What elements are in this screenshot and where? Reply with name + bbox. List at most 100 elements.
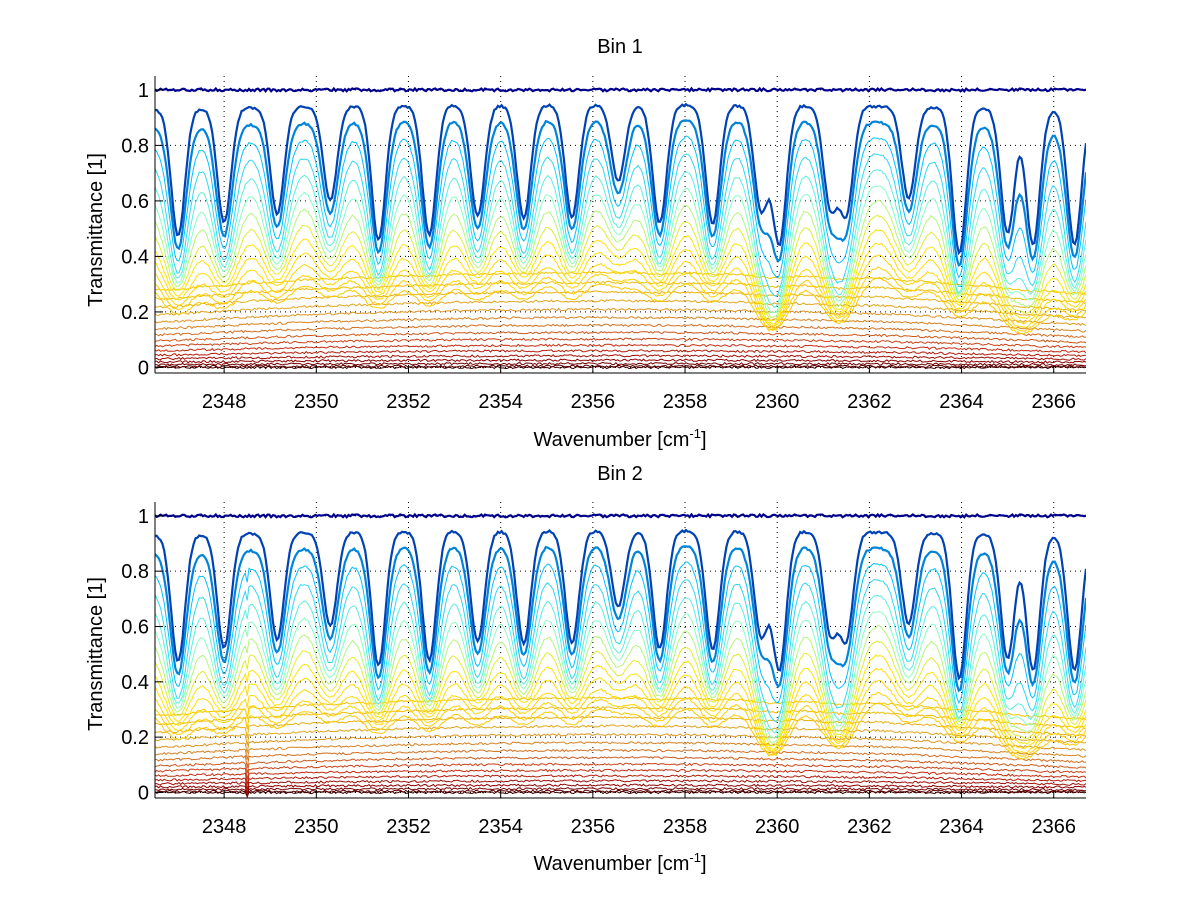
series-line <box>155 611 1086 739</box>
y-tick-label: 0 <box>138 782 149 804</box>
series-line <box>155 199 1086 319</box>
y-tick-label: 0.8 <box>121 561 149 583</box>
series-line <box>155 691 1086 757</box>
series-line <box>155 545 1086 693</box>
series-line <box>155 783 1086 797</box>
plot-area-bin-2: 2348 2350 2352 2354 2356 2358 2360 2362 2364 2366… <box>121 502 1086 838</box>
x-tick-label: 2354 <box>478 391 523 413</box>
series-line <box>155 280 1086 304</box>
series-line <box>155 330 1086 344</box>
x-axis-label-superscript: -1 <box>689 850 701 865</box>
series-line <box>155 625 1086 744</box>
series-group <box>155 512 1086 798</box>
series-line <box>155 789 1086 798</box>
series-line <box>155 307 1086 327</box>
x-axis-label-main: Wavenumber [cm <box>533 853 689 875</box>
series-line <box>155 654 1086 750</box>
series-line <box>155 102 1086 256</box>
x-axis-label-bin-2: Wavenumber [cm-1] <box>533 850 706 875</box>
series-line <box>155 254 1086 329</box>
x-axis-label-close: ] <box>701 429 707 451</box>
x-tick-label: 2350 <box>294 816 339 838</box>
series-line <box>155 228 1086 325</box>
series-line <box>155 679 1086 754</box>
series-line <box>155 135 1086 279</box>
x-tick-label: 2358 <box>663 816 708 838</box>
y-tick-label: 0 <box>138 357 149 379</box>
y-tick-label: 0.4 <box>121 672 149 694</box>
series-line <box>155 790 1086 798</box>
series-line <box>155 323 1086 339</box>
x-tick-label: 2364 <box>939 391 984 413</box>
chart-title-bin-1: Bin 1 <box>597 36 643 58</box>
x-tick-label: 2362 <box>847 816 892 838</box>
x-tick-label: 2366 <box>1031 816 1076 838</box>
series-line <box>155 337 1086 349</box>
x-axis-label-main: Wavenumber [cm <box>533 429 689 451</box>
series-line <box>155 349 1086 358</box>
series-line <box>155 774 1086 790</box>
x-tick-label: 2356 <box>571 816 616 838</box>
series-line <box>155 578 1086 722</box>
x-tick-label: 2354 <box>478 816 523 838</box>
series-line <box>155 185 1086 314</box>
y-tick-label: 0.8 <box>121 135 149 157</box>
series-line <box>155 594 1086 734</box>
series-line <box>155 86 1086 94</box>
series-line <box>155 169 1086 309</box>
series-line <box>155 705 1086 730</box>
series-line <box>155 667 1086 752</box>
series-line <box>155 762 1086 780</box>
y-tick-label: 1 <box>138 80 149 102</box>
series-line <box>155 779 1086 795</box>
y-tick-label: 0.6 <box>121 191 149 213</box>
x-axis-label-close: ] <box>701 853 707 875</box>
x-axis-label-bin-1: Wavenumber [cm-1] <box>533 426 706 451</box>
series-line <box>155 768 1086 785</box>
y-tick-label: 0.2 <box>121 727 149 749</box>
series-line <box>155 316 1086 333</box>
x-axis-label-superscript: -1 <box>689 426 701 441</box>
x-tick-label: 2352 <box>386 391 431 413</box>
series-line <box>155 270 1086 296</box>
x-tick-label: 2362 <box>847 391 892 413</box>
x-tick-label: 2348 <box>202 391 247 413</box>
x-tick-label: 2358 <box>663 391 708 413</box>
series-line <box>155 748 1086 768</box>
y-tick-label: 1 <box>138 506 149 528</box>
series-line <box>155 756 1086 774</box>
subplot-bin-2: 2348 2350 2352 2354 2356 2358 2360 2362 2364 2366… <box>85 463 1086 875</box>
series-line <box>155 343 1086 354</box>
series-line <box>155 512 1086 519</box>
y-tick-label: 0.2 <box>121 302 149 324</box>
series-line <box>155 732 1086 754</box>
series-line <box>155 724 1086 746</box>
y-axis-label-bin-1: Transmittance [1] <box>85 153 107 307</box>
x-tick-label: 2360 <box>755 391 800 413</box>
x-tick-label: 2352 <box>386 816 431 838</box>
series-line <box>155 266 1086 332</box>
series-line <box>155 741 1086 760</box>
y-tick-label: 0.4 <box>121 246 149 268</box>
series-line <box>155 290 1086 312</box>
x-tick-label: 2350 <box>294 391 339 413</box>
series-line <box>155 153 1086 297</box>
x-tick-label: 2348 <box>202 816 247 838</box>
series-line <box>155 361 1086 367</box>
x-tick-label: 2366 <box>1031 391 1076 413</box>
series-line <box>155 242 1086 327</box>
series-line <box>155 364 1086 369</box>
x-tick-label: 2364 <box>939 816 984 838</box>
series-line <box>155 561 1086 704</box>
series-line <box>155 696 1086 721</box>
series-line <box>155 358 1086 364</box>
series-line <box>155 119 1086 267</box>
series-line <box>155 299 1086 319</box>
series-line <box>155 365 1086 370</box>
x-tick-label: 2360 <box>755 816 800 838</box>
x-tick-label: 2356 <box>571 391 616 413</box>
chart-title-bin-2: Bin 2 <box>597 463 643 485</box>
series-line <box>155 640 1086 747</box>
series-line <box>155 702 1086 760</box>
